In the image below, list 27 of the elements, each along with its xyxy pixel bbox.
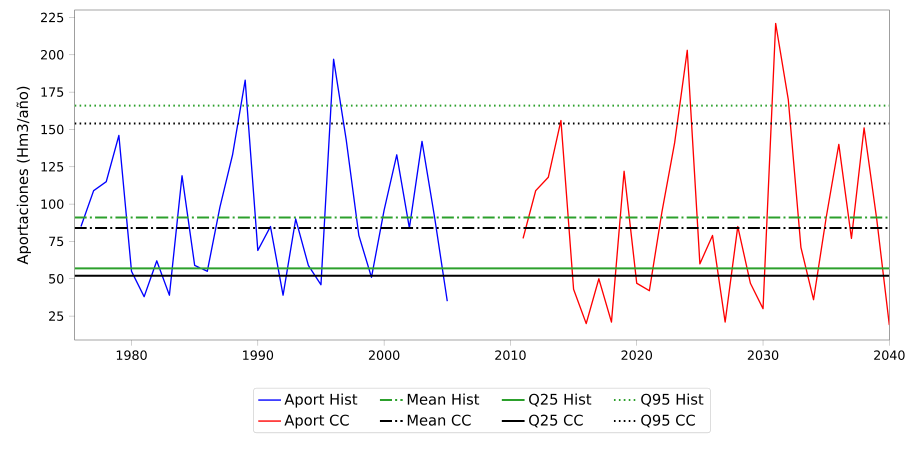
x-tick-label: 2020 bbox=[622, 350, 652, 360]
legend-label: Q95 Hist bbox=[641, 393, 704, 406]
y-tick-label: 125 bbox=[41, 162, 64, 172]
line-series bbox=[522, 22, 890, 326]
y-tick-label: 200 bbox=[41, 50, 64, 60]
legend-label: Mean Hist bbox=[408, 393, 480, 405]
legend-label: Mean CC bbox=[408, 414, 471, 426]
y-tick-label: 150 bbox=[41, 124, 64, 134]
x-tick-label: 1990 bbox=[243, 350, 274, 360]
y-axis-title: Aportaciones (Hm3/año) bbox=[16, 86, 31, 264]
x-tick-label: 2000 bbox=[368, 350, 400, 360]
y-tick-label: 100 bbox=[41, 199, 64, 209]
legend-label: Q95 CC bbox=[641, 414, 695, 428]
y-tick-label: 75 bbox=[49, 236, 64, 246]
y-tick-label: 25 bbox=[49, 311, 64, 321]
line-series bbox=[80, 58, 448, 302]
x-tick-label: 2010 bbox=[495, 350, 526, 360]
legend-label: Q25 Hist bbox=[529, 393, 592, 406]
legend-label: Aport CC bbox=[284, 414, 349, 429]
legend-label: Aport Hist bbox=[284, 393, 358, 408]
legend-label: Q25 CC bbox=[529, 414, 583, 428]
x-tick-label: 2030 bbox=[748, 350, 778, 360]
x-tick-label: 2040 bbox=[874, 350, 905, 360]
y-tick-label: 175 bbox=[41, 87, 64, 97]
x-tick-label: 1980 bbox=[116, 350, 147, 360]
y-tick-label: 50 bbox=[49, 274, 64, 284]
y-tick-label: 225 bbox=[41, 12, 64, 22]
